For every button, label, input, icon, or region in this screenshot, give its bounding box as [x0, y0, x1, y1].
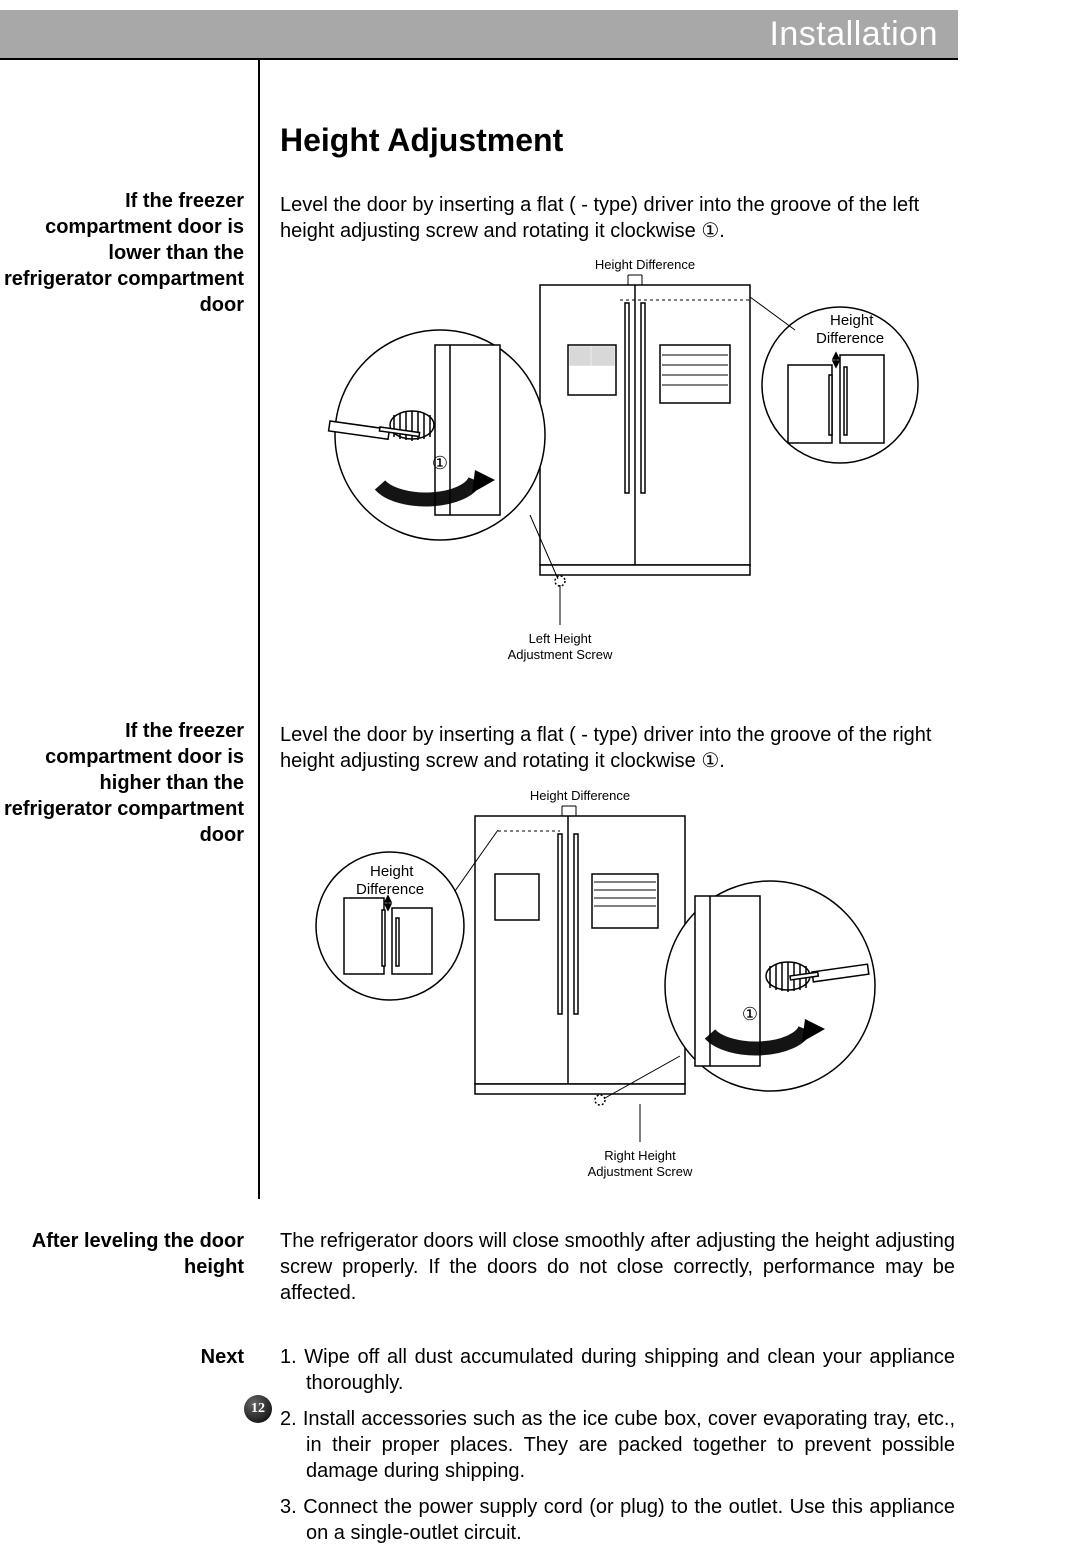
manual-page: Installation Height Adjustment If the fr… [0, 0, 1080, 1479]
fig1-callout-line1: Height [830, 312, 874, 329]
fig2-callout-line2: Difference [356, 881, 424, 898]
sidebar-heading-lower: If the freezer compartment door is lower… [0, 188, 244, 318]
vertical-divider [258, 60, 260, 1199]
body-text-after: The refrigerator doors will close smooth… [280, 1228, 955, 1306]
sidebar-heading-higher: If the freezer compartment door is highe… [0, 718, 244, 848]
header-underline [0, 58, 958, 60]
sidebar-heading-next: Next [0, 1344, 244, 1370]
sidebar-heading-after: After leveling the door height [0, 1228, 244, 1280]
next-step-1: 1. Wipe off all dust accumulated during … [280, 1344, 955, 1396]
fig1-marker: ① [432, 453, 448, 473]
fig2-bottom-l1: Right Height [604, 1148, 676, 1163]
fig2-top-label: Height Difference [530, 788, 630, 803]
header-title: Installation [769, 15, 938, 54]
page-number: 12 [251, 1401, 265, 1417]
fig2-callout-line1: Height [370, 863, 414, 880]
fig1-bottom-l2: Adjustment Screw [508, 647, 613, 662]
next-step-3: 3. Connect the power supply cord (or plu… [280, 1494, 955, 1546]
figure-right-adjustment: Height Difference Height Difference [300, 786, 940, 1196]
section-title: Height Adjustment [280, 122, 563, 159]
page-number-badge: 12 [244, 1395, 272, 1423]
body-text-higher: Level the door by inserting a flat ( - t… [280, 722, 955, 774]
figure-left-adjustment: Height Difference Height Difference [300, 255, 940, 675]
fig1-callout-line2: Difference [816, 330, 884, 347]
header-band: Installation [0, 10, 958, 58]
fig1-top-label: Height Difference [595, 257, 695, 272]
next-step-2: 2. Install accessories such as the ice c… [280, 1406, 955, 1484]
fig2-marker: ① [742, 1004, 758, 1024]
fig1-bottom-l1: Left Height [529, 631, 592, 646]
body-text-lower: Level the door by inserting a flat ( - t… [280, 192, 955, 244]
fig2-bottom-l2: Adjustment Screw [588, 1164, 693, 1179]
next-steps-list: 1. Wipe off all dust accumulated during … [280, 1344, 955, 1556]
